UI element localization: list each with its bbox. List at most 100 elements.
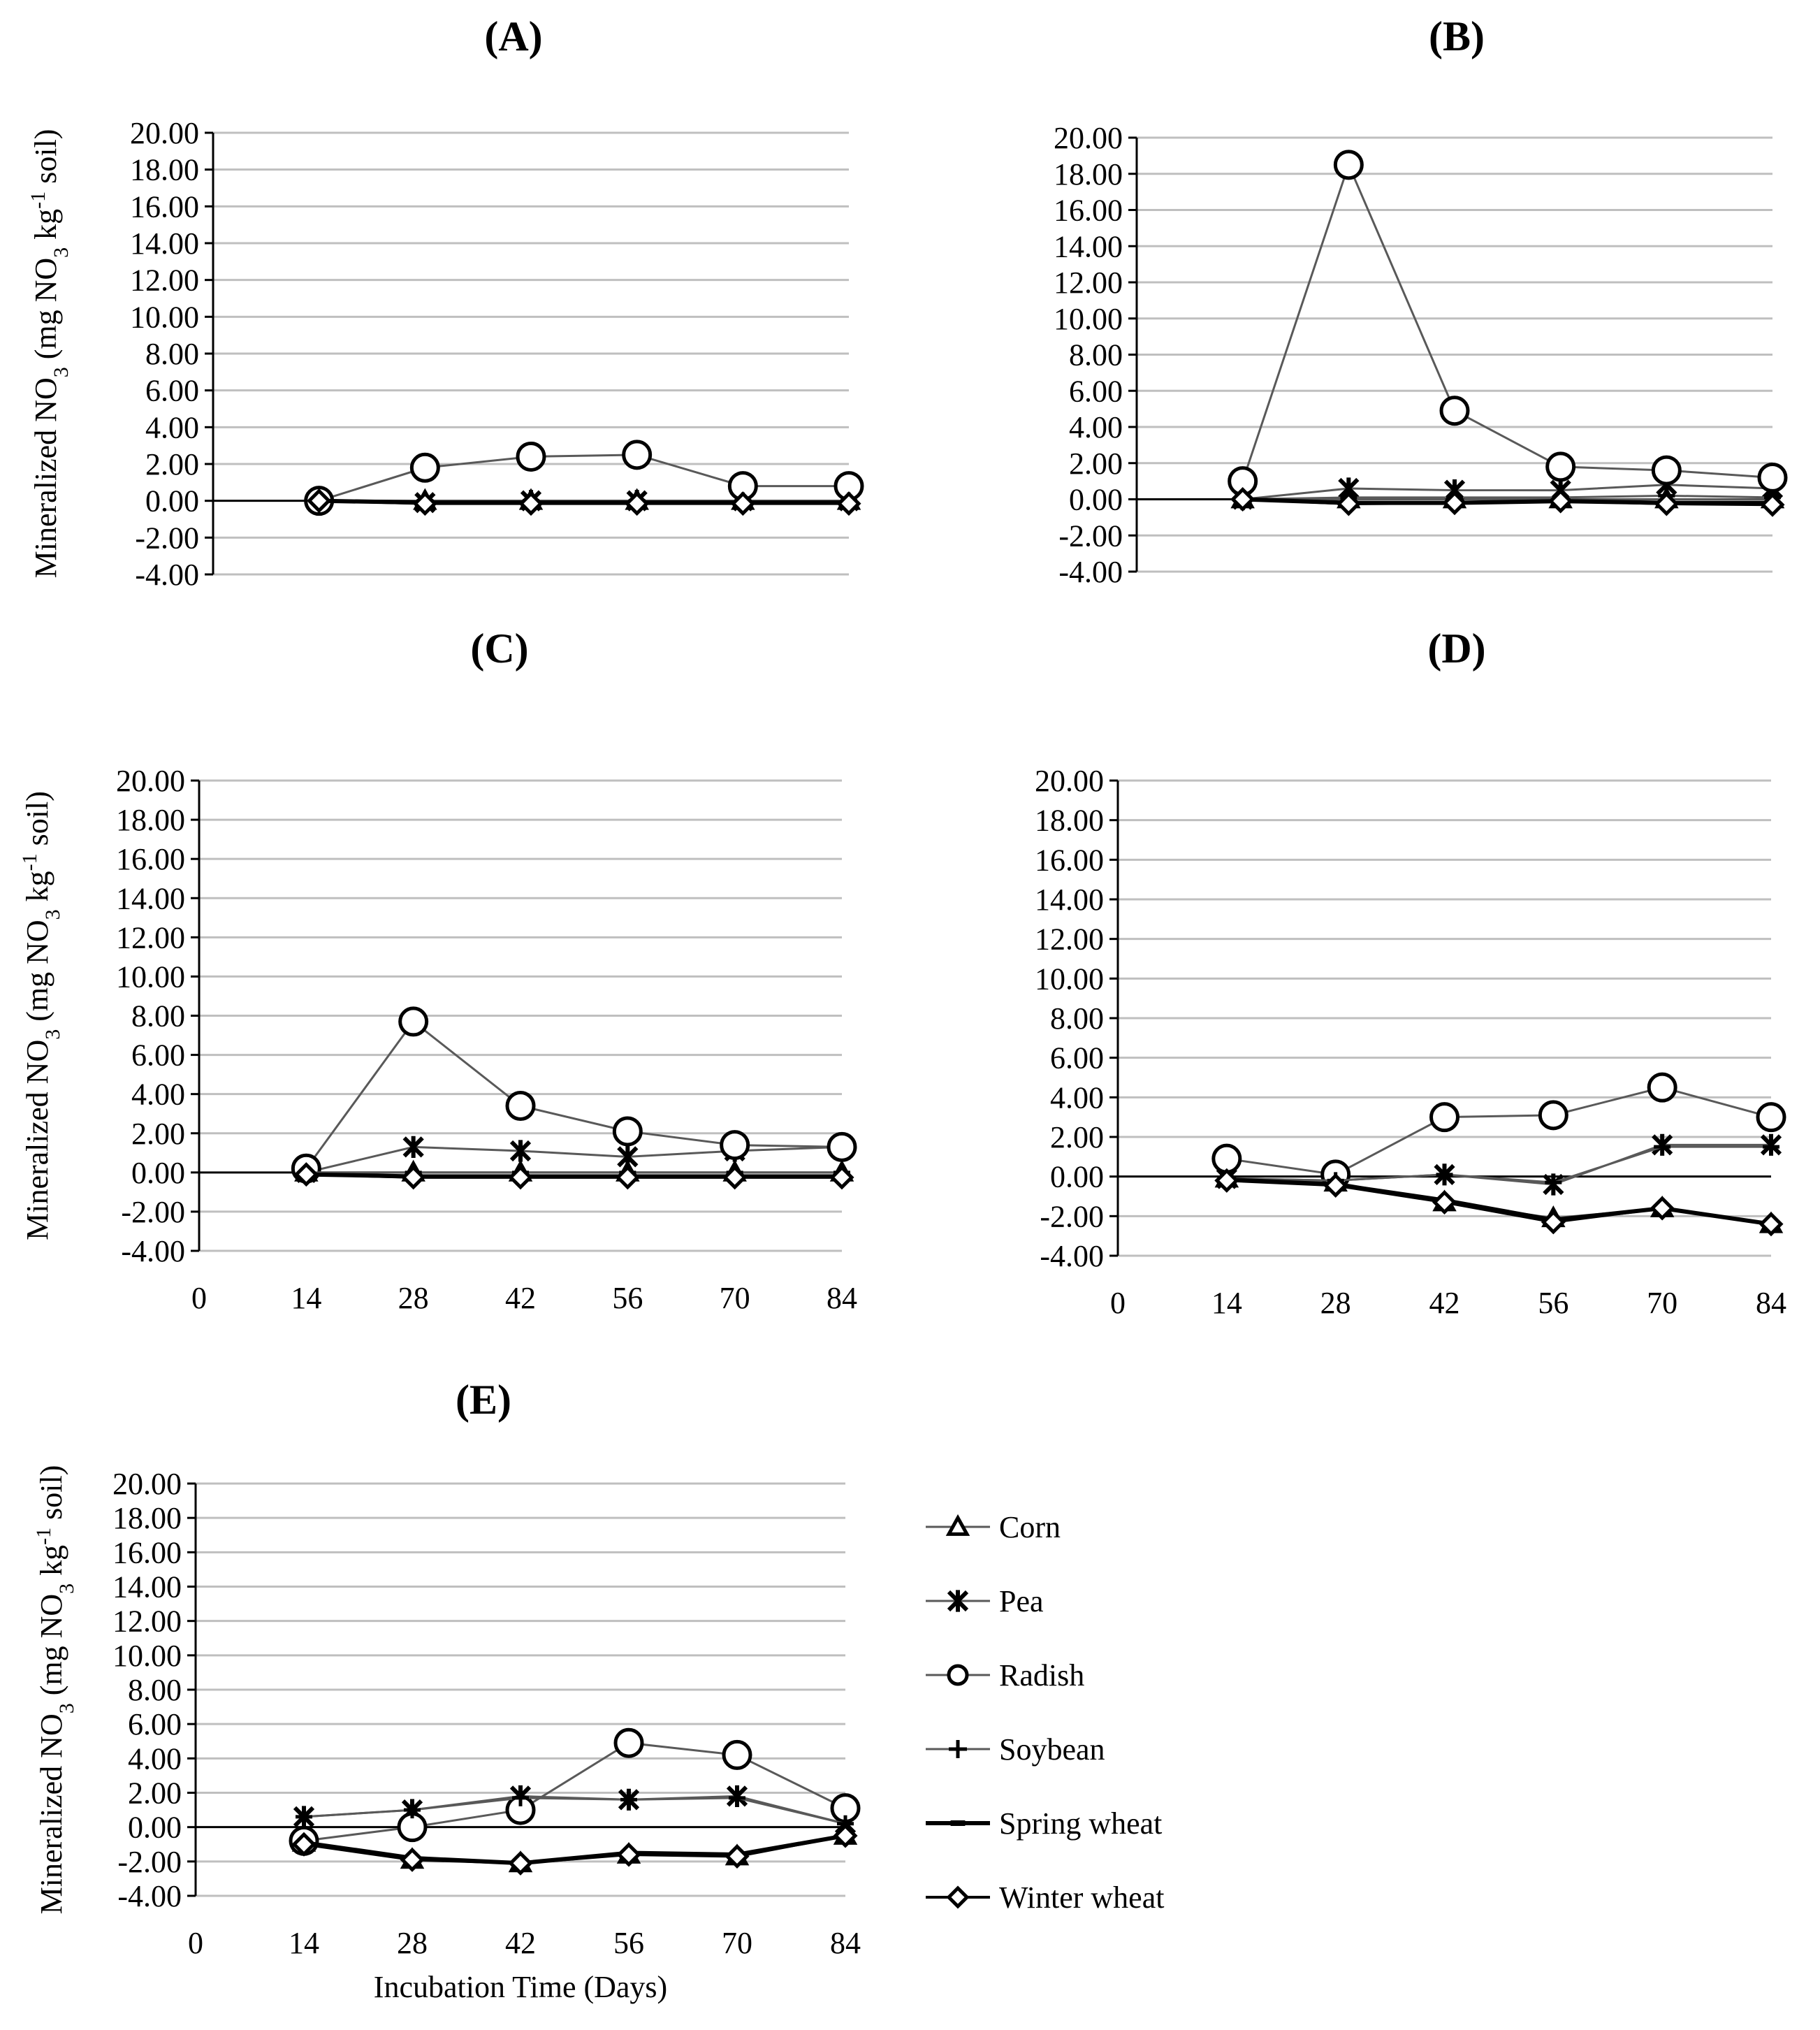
legend-marker — [947, 1590, 969, 1612]
y-tick-label: 2.00 — [131, 1117, 185, 1151]
x-tick-label: 42 — [505, 1281, 536, 1315]
y-tick-label: 10.00 — [1054, 302, 1123, 336]
y-tick-label: 12.00 — [1054, 266, 1123, 300]
series-winter-wheat — [307, 488, 861, 516]
data-point — [509, 1140, 532, 1162]
y-tick-label: 16.00 — [112, 1535, 182, 1569]
y-tick-label: 14.00 — [116, 881, 185, 915]
data-point — [720, 1130, 750, 1161]
y-tick-label: -2.00 — [121, 1195, 185, 1229]
data-point — [1548, 488, 1573, 514]
series-line — [303, 1741, 846, 1842]
data-point — [398, 1006, 429, 1037]
y-tick-label: 12.00 — [130, 263, 199, 298]
series-line — [303, 1834, 846, 1865]
x-tick-label: 0 — [188, 1926, 203, 1960]
series-radish — [1228, 150, 1788, 497]
legend-marker — [945, 1514, 970, 1536]
series-line — [303, 1795, 846, 1825]
data-point — [1432, 1189, 1457, 1215]
x-tick-label: 70 — [1647, 1286, 1677, 1320]
data-point — [1545, 1174, 1562, 1191]
series-line — [1226, 1145, 1771, 1184]
y-tick-label: 4.00 — [1050, 1080, 1104, 1115]
y-tick-label: 0.00 — [128, 1811, 182, 1845]
y-tick-label: 6.00 — [128, 1707, 182, 1741]
data-point — [512, 1789, 529, 1806]
series-line — [1242, 498, 1773, 507]
data-point — [729, 1789, 745, 1806]
series-soybean — [296, 1789, 854, 1832]
x-tick-label: 84 — [827, 1281, 857, 1315]
data-point — [1654, 1138, 1671, 1156]
y-tick-label: 18.00 — [1054, 157, 1123, 191]
legend-label: Radish — [999, 1658, 1084, 1692]
y-tick-label: 14.00 — [112, 1570, 182, 1604]
y-tick-label: 20.00 — [1054, 121, 1123, 155]
x-tick-label: 0 — [1110, 1286, 1126, 1320]
y-tick-label: 20.00 — [130, 116, 199, 150]
data-point — [1760, 492, 1785, 517]
y-tick-label: 2.00 — [1050, 1120, 1104, 1154]
series-spring-wheat — [1219, 1176, 1779, 1227]
data-point — [1756, 1102, 1786, 1133]
series-line — [319, 454, 849, 502]
y-tick-label: 6.00 — [145, 374, 199, 408]
data-point — [307, 488, 332, 514]
legend: Corn Pea Radish Soybean Spring wheat Winter w… — [926, 1510, 1164, 1915]
y-tick-label: -2.00 — [135, 521, 199, 555]
y-tick-label: 10.00 — [1035, 962, 1104, 996]
data-point — [402, 1136, 424, 1158]
y-tick-label: 10.00 — [116, 959, 185, 994]
y-tick-label: 10.00 — [130, 300, 199, 334]
x-tick-label: 56 — [613, 1926, 644, 1960]
data-point — [615, 1165, 640, 1190]
data-point — [1211, 1143, 1242, 1174]
y-tick-label: 12.00 — [112, 1604, 182, 1639]
data-point — [1757, 462, 1788, 493]
y-tick-label: 14.00 — [130, 226, 199, 261]
data-point — [508, 1165, 533, 1190]
data-point — [1336, 491, 1361, 516]
series-winter-wheat — [1230, 486, 1785, 517]
series-line — [1242, 161, 1773, 482]
series-line — [1242, 494, 1773, 500]
data-point — [612, 1116, 643, 1147]
y-tick-label: 16.00 — [116, 842, 185, 876]
y-tick-label: 0.00 — [1050, 1160, 1104, 1194]
data-point — [401, 1165, 426, 1190]
panel-e: (E) 20.0018.0016.0014.0012.0010.008.006.0… — [32, 1377, 861, 2004]
data-point — [620, 1791, 637, 1808]
y-tick-label: 0.00 — [145, 484, 199, 519]
data-point — [518, 491, 544, 516]
data-point — [1654, 491, 1679, 516]
y-tick-label: -4.00 — [117, 1879, 182, 1913]
data-point — [1541, 1210, 1566, 1235]
y-tick-label: 16.00 — [130, 189, 199, 224]
x-tick-label: 14 — [289, 1926, 319, 1960]
legend-marker — [947, 1664, 969, 1686]
series-line — [305, 1020, 843, 1170]
y-tick-label: 16.00 — [1035, 843, 1104, 877]
data-point — [730, 491, 755, 516]
y-tick-label: 8.00 — [1069, 338, 1123, 372]
y-tick-label: 2.00 — [128, 1776, 182, 1811]
data-point — [1323, 1173, 1348, 1198]
legend-label: Soybean — [999, 1732, 1105, 1767]
panel-title: (A) — [484, 13, 542, 59]
series-winter-wheat — [1214, 1168, 1784, 1237]
data-point — [622, 440, 653, 470]
series-line — [1226, 1086, 1772, 1176]
data-point — [1214, 1168, 1239, 1193]
y-tick-label: 2.00 — [145, 447, 199, 481]
x-tick-label: 42 — [505, 1926, 536, 1960]
y-tick-label: 6.00 — [1050, 1041, 1104, 1075]
data-point — [516, 441, 546, 472]
y-tick-label: 4.00 — [131, 1078, 185, 1112]
y-tick-label: 12.00 — [116, 920, 185, 955]
y-tick-label: 14.00 — [1035, 883, 1104, 917]
data-point — [1538, 1100, 1568, 1131]
series-line — [305, 1145, 843, 1174]
panel-title: (D) — [1427, 625, 1485, 672]
series-line — [1226, 1177, 1772, 1226]
